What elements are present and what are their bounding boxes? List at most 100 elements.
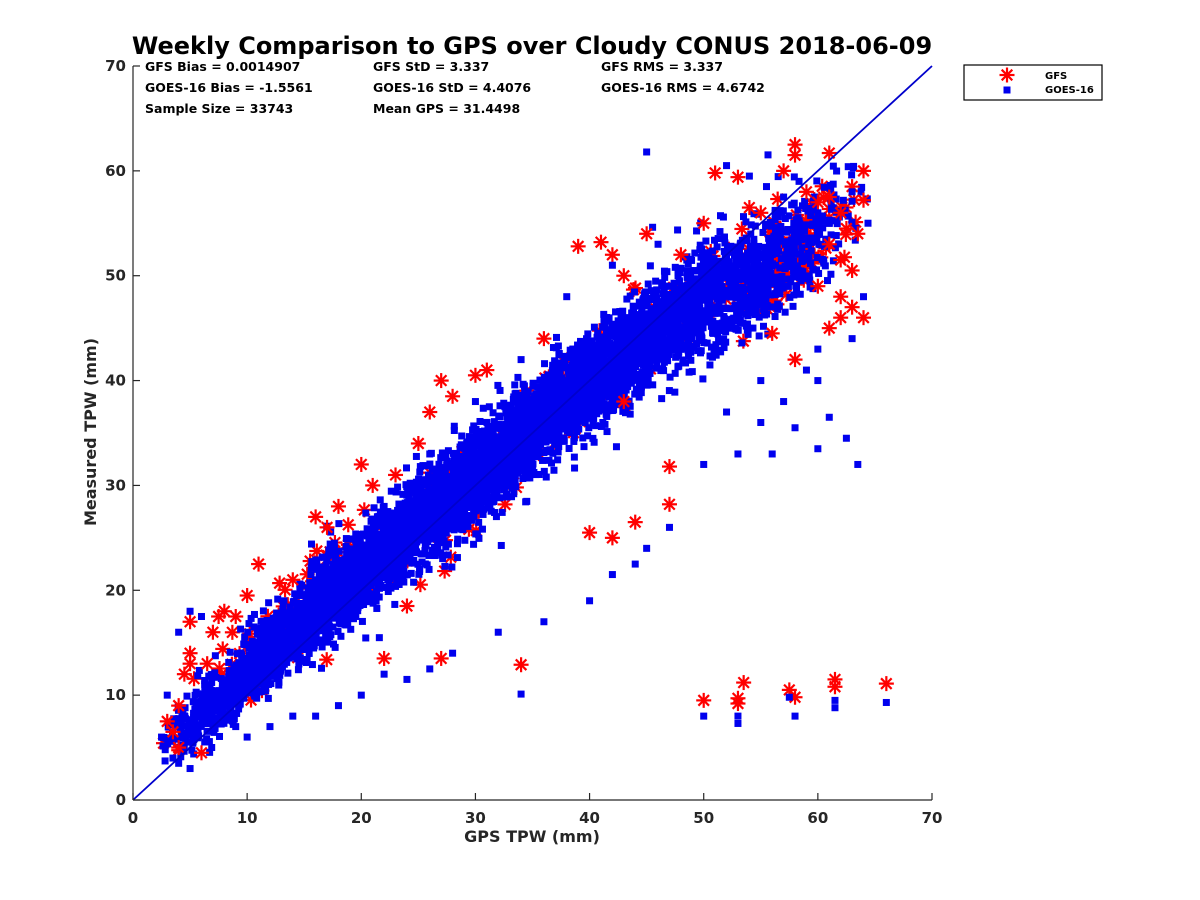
goes16-point [450,499,458,507]
goes16-point [315,627,323,635]
goes16-point [269,614,277,622]
goes16-point [321,595,329,603]
goes16-point [435,480,443,488]
goes16-point [362,634,370,642]
goes16-point [434,542,442,550]
goes16-point [475,518,483,526]
goes16-point [434,505,442,513]
goes16-point [584,341,592,349]
goes16-point [258,665,266,673]
goes16-point [429,519,437,527]
goes16-point [206,748,214,756]
goes16-point [270,634,278,642]
goes16-point [488,452,496,460]
goes16-point [220,719,228,727]
goes16-point [416,567,424,575]
goes16-point [281,643,289,651]
goes16-point [326,597,334,605]
goes16-point [298,581,306,589]
goes16-point [373,588,381,596]
goes16-point [433,470,441,478]
goes16-point [301,611,309,619]
goes16-point [501,433,509,441]
goes16-point [265,680,273,688]
goes16-point [461,459,469,467]
goes16-point [335,547,343,555]
goes16-point [343,551,351,559]
goes16-point [395,527,403,535]
goes16-point [320,622,328,630]
goes16-point [473,497,481,505]
goes16-point [159,742,167,750]
goes16-point [347,569,355,577]
goes16-point [391,558,399,566]
goes16-point [291,653,299,661]
goes16-point [259,607,267,615]
goes16-point [241,668,249,676]
goes16-point [433,519,441,527]
goes16-point [591,355,599,363]
goes16-point [195,666,203,674]
goes16-point [560,359,568,367]
goes16-point [326,540,334,548]
goes16-point [407,569,415,577]
goes16-point [310,585,318,593]
goes16-point [238,651,246,659]
goes16-point [225,658,233,666]
goes16-point [436,508,444,516]
goes16-point [251,654,259,662]
goes16-point [237,625,245,633]
goes16-point [259,644,267,652]
goes16-point [535,471,543,479]
goes16-point [594,329,602,337]
goes16-point [421,560,429,568]
goes16-point [183,738,191,746]
goes16-point [349,604,357,612]
goes16-point [279,602,287,610]
goes16-point [376,540,384,548]
goes16-point [170,715,178,723]
goes16-point [453,554,461,562]
goes16-point [478,525,486,533]
goes16-point [225,702,233,710]
goes16-point [450,422,458,430]
goes16-point [430,535,438,543]
goes16-point [497,469,505,477]
goes16-point [447,512,455,520]
goes16-point [454,535,462,543]
goes16-point [237,694,245,702]
goes16-point [549,382,557,390]
goes16-point [654,304,662,312]
goes16-point [376,508,384,516]
goes16-point [307,604,315,612]
goes16-point [608,320,616,328]
goes16-point [646,262,654,270]
goes16-point [385,517,393,525]
goes16-point [443,457,451,465]
goes16-point [425,565,433,573]
goes16-point [232,682,240,690]
goes16-point [496,402,504,410]
goes16-point [524,388,532,396]
goes16-point [515,431,523,439]
goes16-point [519,380,527,388]
goes16-point [310,644,318,652]
goes16-point [424,509,432,517]
goes16-point [289,643,297,651]
goes16-point [461,536,469,544]
goes16-point [465,482,473,490]
goes16-point [439,525,447,533]
goes16-point [442,453,450,461]
goes16-point [375,634,383,642]
goes16-point [647,287,655,295]
goes16-point [211,699,219,707]
goes16-point [333,560,341,568]
goes16-point [403,536,411,544]
goes16-point [356,601,364,609]
goes16-point [357,551,365,559]
goes16-point [494,381,502,389]
goes16-point [337,603,345,611]
goes16-point [272,649,280,657]
goes16-point [407,539,415,547]
goes16-point [372,519,380,527]
